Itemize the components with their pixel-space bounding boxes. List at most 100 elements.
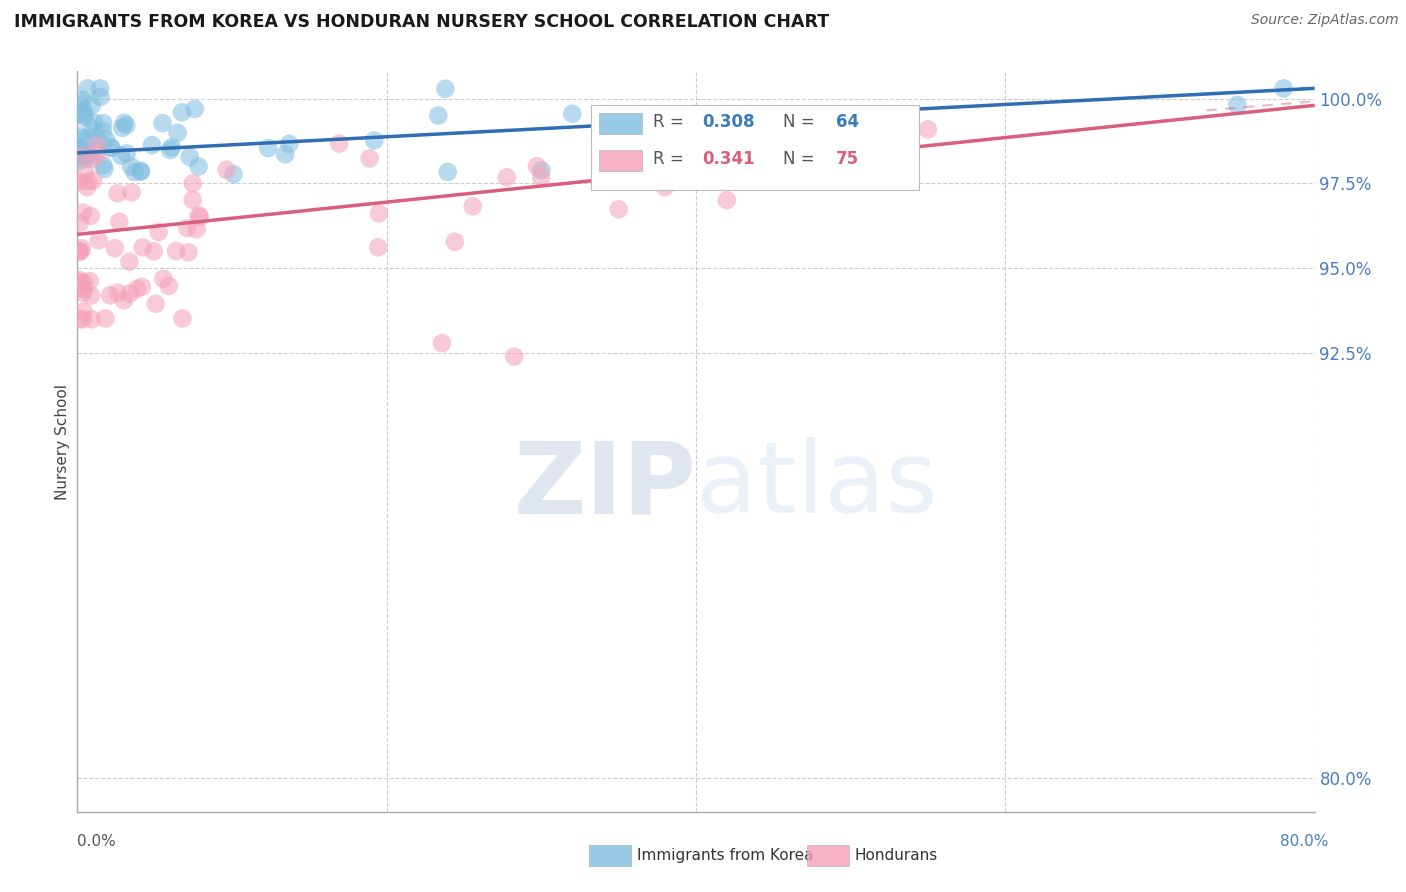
Point (76, 152, 98, 166)
Point (607, 202, 630, 217)
Point (716, 193, 738, 207)
Point (69, 275, 91, 289)
Point (359, 152, 381, 166)
Point (129, 164, 152, 178)
Point (94, 132, 117, 146)
Point (160, 140, 183, 154)
Point (215, 162, 238, 177)
Point (91, 116, 114, 130)
Point (762, 110, 785, 124)
Point (80, 152, 103, 166)
Point (181, 193, 204, 207)
Point (98, 288, 121, 302)
Point (76, 180, 98, 194)
Point (67, 175, 90, 189)
Point (73, 166, 96, 180)
Point (177, 245, 200, 260)
Point (187, 160, 209, 174)
FancyBboxPatch shape (599, 150, 641, 170)
Point (67, 128, 90, 143)
Point (170, 105, 193, 120)
Point (91, 158, 114, 172)
Point (115, 118, 138, 132)
Point (100, 140, 122, 154)
Point (73, 282, 96, 296)
Point (118, 286, 141, 301)
Point (145, 297, 167, 311)
Text: Immigrants from Korea: Immigrants from Korea (637, 848, 814, 863)
Point (69, 312, 91, 326)
FancyBboxPatch shape (591, 104, 918, 190)
Point (72, 103, 94, 118)
Point (80, 288, 103, 302)
Point (839, 169, 862, 184)
Point (188, 210, 211, 224)
Point (72, 304, 94, 318)
Point (120, 160, 142, 174)
Point (80, 121, 103, 136)
Point (152, 271, 174, 285)
Text: Source: ZipAtlas.com: Source: ZipAtlas.com (1251, 13, 1399, 28)
Point (430, 336, 453, 351)
Point (86, 138, 108, 153)
Point (73, 108, 96, 122)
Y-axis label: Nursery School: Nursery School (55, 384, 70, 500)
Text: N =: N = (783, 113, 820, 131)
Point (328, 136, 350, 151)
Point (79, 274, 101, 288)
Text: 64: 64 (835, 113, 859, 131)
Point (104, 241, 127, 255)
Point (89, 81, 111, 95)
Text: atlas: atlas (696, 437, 938, 534)
Point (274, 147, 297, 161)
Point (654, 180, 676, 194)
Point (86, 145, 108, 159)
Point (72, 312, 94, 326)
Point (72, 93, 94, 107)
Point (107, 285, 129, 300)
Text: Hondurans: Hondurans (855, 848, 938, 863)
Text: 0.0%: 0.0% (77, 834, 117, 849)
Text: 75: 75 (835, 151, 859, 169)
Point (67, 148, 90, 162)
Point (90, 90, 112, 104)
Point (131, 280, 153, 294)
Point (111, 120, 134, 135)
Point (108, 215, 131, 229)
Point (82, 173, 104, 187)
Text: 0.341: 0.341 (702, 151, 755, 169)
Point (80, 312, 103, 326)
Point (73, 276, 96, 290)
Point (79, 209, 101, 223)
Point (70, 241, 93, 255)
Text: R =: R = (652, 113, 689, 131)
Point (110, 148, 132, 162)
Point (183, 102, 205, 116)
Point (70, 149, 93, 163)
Point (73, 131, 96, 145)
Point (67, 244, 90, 259)
Point (100, 140, 122, 154)
Point (176, 221, 198, 235)
Point (69, 216, 91, 230)
Point (496, 170, 519, 185)
Point (685, 107, 707, 121)
Point (917, 122, 939, 136)
Point (67, 244, 90, 259)
Point (187, 208, 209, 222)
Point (165, 244, 187, 258)
Point (124, 165, 146, 179)
Point (72, 205, 94, 219)
Point (87, 233, 110, 247)
Text: N =: N = (783, 151, 820, 169)
Point (434, 81, 457, 95)
Point (186, 222, 208, 236)
Point (93, 161, 115, 176)
Text: IMMIGRANTS FROM KOREA VS HONDURAN NURSERY SCHOOL CORRELATION CHART: IMMIGRANTS FROM KOREA VS HONDURAN NURSER… (14, 13, 830, 31)
Point (1226, 97, 1249, 112)
Point (94, 311, 117, 326)
Point (222, 167, 245, 181)
Point (70, 244, 93, 259)
Point (132, 240, 155, 254)
Point (121, 186, 143, 200)
